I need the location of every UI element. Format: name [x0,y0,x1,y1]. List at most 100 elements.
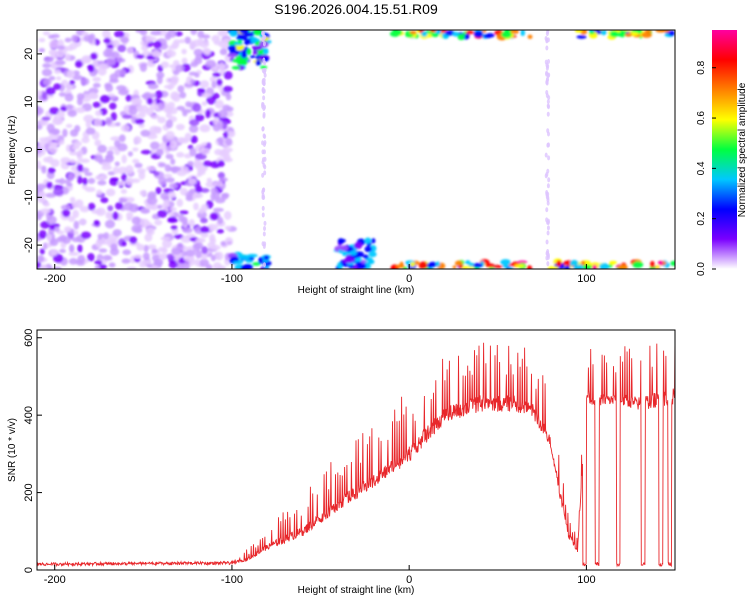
spectrogram-y-tick-label: 0 [23,146,35,152]
spectrogram-cell [167,216,177,223]
spectrogram-cell [119,198,128,203]
spectrogram-cell [59,234,67,242]
spectrogram-cell [115,122,121,127]
spectrogram-cell [240,265,246,269]
spectrogram-cell [210,254,216,262]
spectrogram-cell [261,149,265,155]
spectrogram-cell [87,253,95,262]
spectrogram-cell [57,39,65,48]
spectrogram-cell [429,30,437,33]
spectrogram-cell [547,142,551,148]
spectrogram-cell [135,104,145,112]
spectrogram-cell [194,157,201,167]
spectrogram-cell [127,151,133,157]
spectrogram-cell [257,49,265,53]
spectrogram-cell [176,169,187,177]
spectrogram-cell [132,147,139,152]
spectrogram-cell [60,157,71,164]
spectrogram-cell [139,218,150,227]
spectrogram-x-ticks: -200 -100 0 100 [44,264,596,285]
spectrogram-cell [126,211,134,219]
spectrogram-cell [87,177,96,185]
spectrogram-cell [206,142,212,150]
spectrogram-cell [263,104,267,110]
spectrogram-cell [81,31,89,37]
spectrogram-y-tick-label: -20 [23,237,35,253]
colorbar-tick-label: 0.6 [696,111,707,125]
spectrogram-cell [211,80,217,89]
spectrogram-cell [582,264,593,269]
spectrogram-cell [228,45,237,52]
spectrogram-cell [261,212,265,218]
spectrogram-cell [94,39,100,46]
spectrogram-cell [80,231,92,239]
spectrogram-cell [71,34,79,43]
spectrogram-cell [108,262,116,268]
spectrogram-cell [255,59,262,66]
spectrogram-cell [212,92,220,100]
spectrogram-cell [61,79,68,86]
spectrogram-cell [42,78,52,86]
spectrogram-cell [184,36,191,44]
spectrogram-cell [262,112,266,118]
spectrogram-cell [200,226,210,233]
spectrogram-cell [87,64,95,73]
spectrogram-cell [546,197,550,203]
spectrogram-cell [185,101,192,108]
spectrogram-cell [188,257,195,267]
spectrogram-cell [224,225,232,231]
spectrogram-cell [134,162,143,169]
spectrogram-cell [632,261,644,269]
spectrogram-cell [43,201,50,207]
spectrogram-cell [121,154,127,164]
snr-y-tick-label: 600 [23,329,35,347]
spectrogram-cell [160,61,170,69]
spectrogram-cell [262,41,266,47]
spectrogram-cell [165,112,173,119]
spectrogram-cell [598,263,610,269]
spectrogram-cell [40,208,51,214]
spectrogram-cell [71,201,79,209]
spectrogram-cell [353,242,363,250]
spectrogram-cell [169,77,178,87]
spectrogram-cell [93,219,100,226]
spectrogram-cell [395,264,405,269]
spectrogram-cell [177,85,185,93]
spectrogram-cell [170,158,176,165]
spectrogram-cell [337,262,342,269]
spectrogram-cell [162,239,173,249]
spectrogram-cell [101,165,113,171]
spectrogram-cell [182,227,193,234]
spectrogram-cell [250,36,255,44]
spectrogram-cell [189,119,200,126]
spectrogram-cell [194,113,205,122]
spectrogram-cell [97,180,107,186]
spectrogram-cell [99,94,111,104]
spectrogram-cell [57,45,65,51]
spectrogram-cell [141,93,151,99]
spectrogram-cell [103,37,111,44]
spectrogram-cell [195,153,207,160]
spectrogram-cell [223,210,232,220]
spectrogram-cell [262,95,266,101]
spectrogram-region-4 [390,259,533,269]
spectrogram-cell [231,58,241,63]
spectrogram-cell [215,251,224,261]
spectrogram-cell [418,261,428,269]
spectrogram-cell [70,165,79,172]
spectrogram-cell [212,207,224,213]
spectrogram-cell [545,93,549,99]
spectrogram-cell [258,256,264,265]
spectrogram-cell [49,107,60,115]
spectrogram-cell [149,141,160,150]
spectrogram-cell [181,48,187,55]
spectrogram-cell [261,68,265,74]
spectrogram-cell [43,57,53,63]
spectrogram-cell [218,136,224,146]
spectrogram-cell [199,40,210,48]
spectrogram-cell [168,211,174,217]
spectrogram-cell [146,97,153,105]
spectrogram-cell [47,167,56,174]
spectrogram-cell [209,76,217,83]
spectrogram-cell [219,177,228,182]
